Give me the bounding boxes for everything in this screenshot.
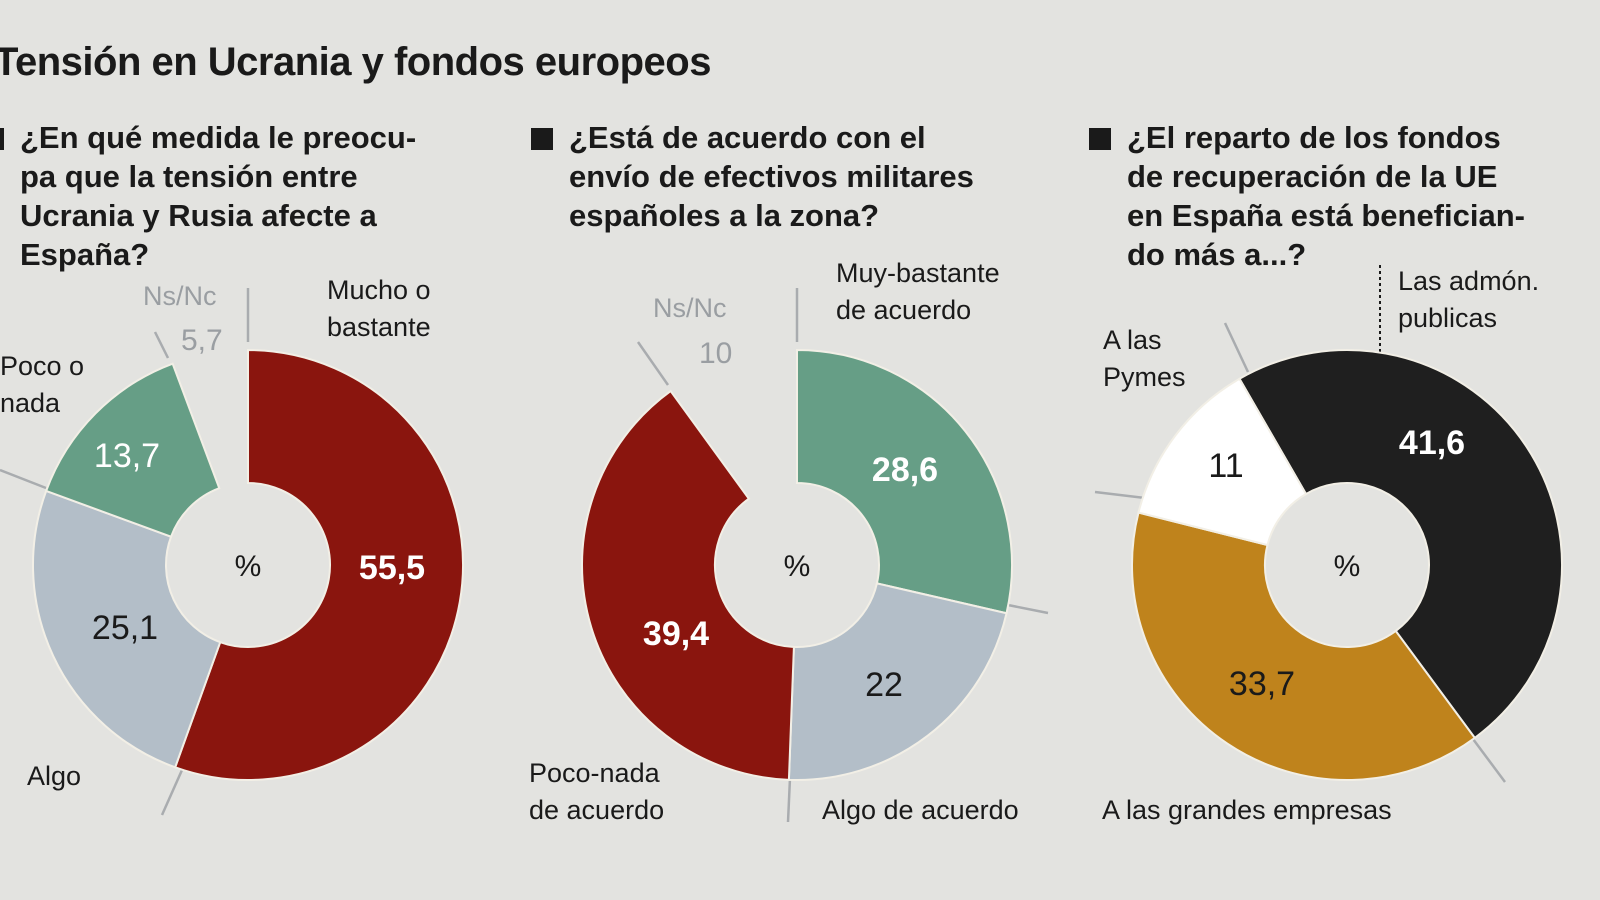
slice-label: Ns/Nc <box>143 281 217 311</box>
slice-label: A las grandes empresas <box>1102 795 1392 825</box>
donut-slice <box>1137 377 1308 547</box>
slice-label: Muy-bastante de acuerdo <box>836 258 1000 325</box>
question-line: españoles a la zona? <box>569 198 880 233</box>
leader-line <box>160 769 184 816</box>
donut-slice <box>1131 511 1477 781</box>
slice-value: 39,4 <box>643 615 709 653</box>
question-line: Ucrania y Rusia afecte a <box>20 198 377 233</box>
slice-label: Poco o nada <box>0 351 85 418</box>
slice-value: 55,5 <box>359 549 425 587</box>
slice-label: Las admón. publicas <box>1398 266 1540 333</box>
question-1: ¿En qué medida le preocu- pa que la tens… <box>0 118 417 274</box>
slice-value: 33,7 <box>1229 665 1295 703</box>
question-line: do más a...? <box>1127 237 1307 272</box>
question-line: ¿En qué medida le preocu- <box>20 120 417 155</box>
slice-value: 22 <box>865 666 903 704</box>
infographic-title: Tensión en Ucrania y fondos europeos <box>0 40 711 84</box>
slice-value: 28,6 <box>872 451 938 489</box>
leader-line <box>786 777 792 823</box>
slice-value: 11 <box>1208 447 1243 485</box>
slice-label: Algo <box>27 761 82 791</box>
question-line: de recuperación de la UE <box>1127 159 1498 194</box>
bullet-square-icon <box>1089 128 1111 150</box>
donut-slice <box>1238 349 1563 740</box>
slice-label: Mucho o bastante <box>327 275 431 342</box>
leader-line <box>1223 322 1250 373</box>
question-2: ¿Está de acuerdo con el envío de efectiv… <box>531 118 974 235</box>
question-line: pa que la tensión entre <box>20 159 358 194</box>
slice-value: 13,7 <box>94 437 160 475</box>
question-line: ¿El reparto de los fondos <box>1127 120 1501 155</box>
center-label: % <box>1334 550 1361 583</box>
bullet-square-icon <box>0 128 4 150</box>
donut-slice <box>796 348 1013 615</box>
leader-line <box>636 341 670 386</box>
question-line: en España está benefician- <box>1127 198 1525 233</box>
question-line: envío de efectivos militares <box>569 159 974 194</box>
leader-line <box>153 331 170 359</box>
bullet-square-icon <box>531 128 553 150</box>
leader-line <box>0 468 47 490</box>
donut-slice <box>32 489 222 769</box>
question-line: ¿Está de acuerdo con el <box>569 120 926 155</box>
slice-label: Poco-nada de acuerdo <box>529 758 665 825</box>
center-label: % <box>784 550 811 583</box>
donut-slice <box>173 348 464 781</box>
center-label: % <box>235 550 262 583</box>
slice-value: 5,7 <box>181 324 223 357</box>
leader-line <box>1468 734 1507 783</box>
slice-value: 25,1 <box>92 609 158 647</box>
slice-value: 10 <box>699 337 733 370</box>
question-3: ¿El reparto de los fondos de recuperació… <box>1089 118 1525 274</box>
slice-label: Algo de acuerdo <box>822 795 1019 825</box>
donut-slice <box>787 582 1008 781</box>
slice-label: Ns/Nc <box>653 293 727 323</box>
slice-label: A las Pymes <box>1103 325 1186 392</box>
question-line: España? <box>20 237 150 272</box>
donut-slice <box>44 362 221 539</box>
donut-slice <box>581 389 795 781</box>
leader-line <box>1007 603 1049 615</box>
slice-value: 41,6 <box>1399 424 1465 462</box>
